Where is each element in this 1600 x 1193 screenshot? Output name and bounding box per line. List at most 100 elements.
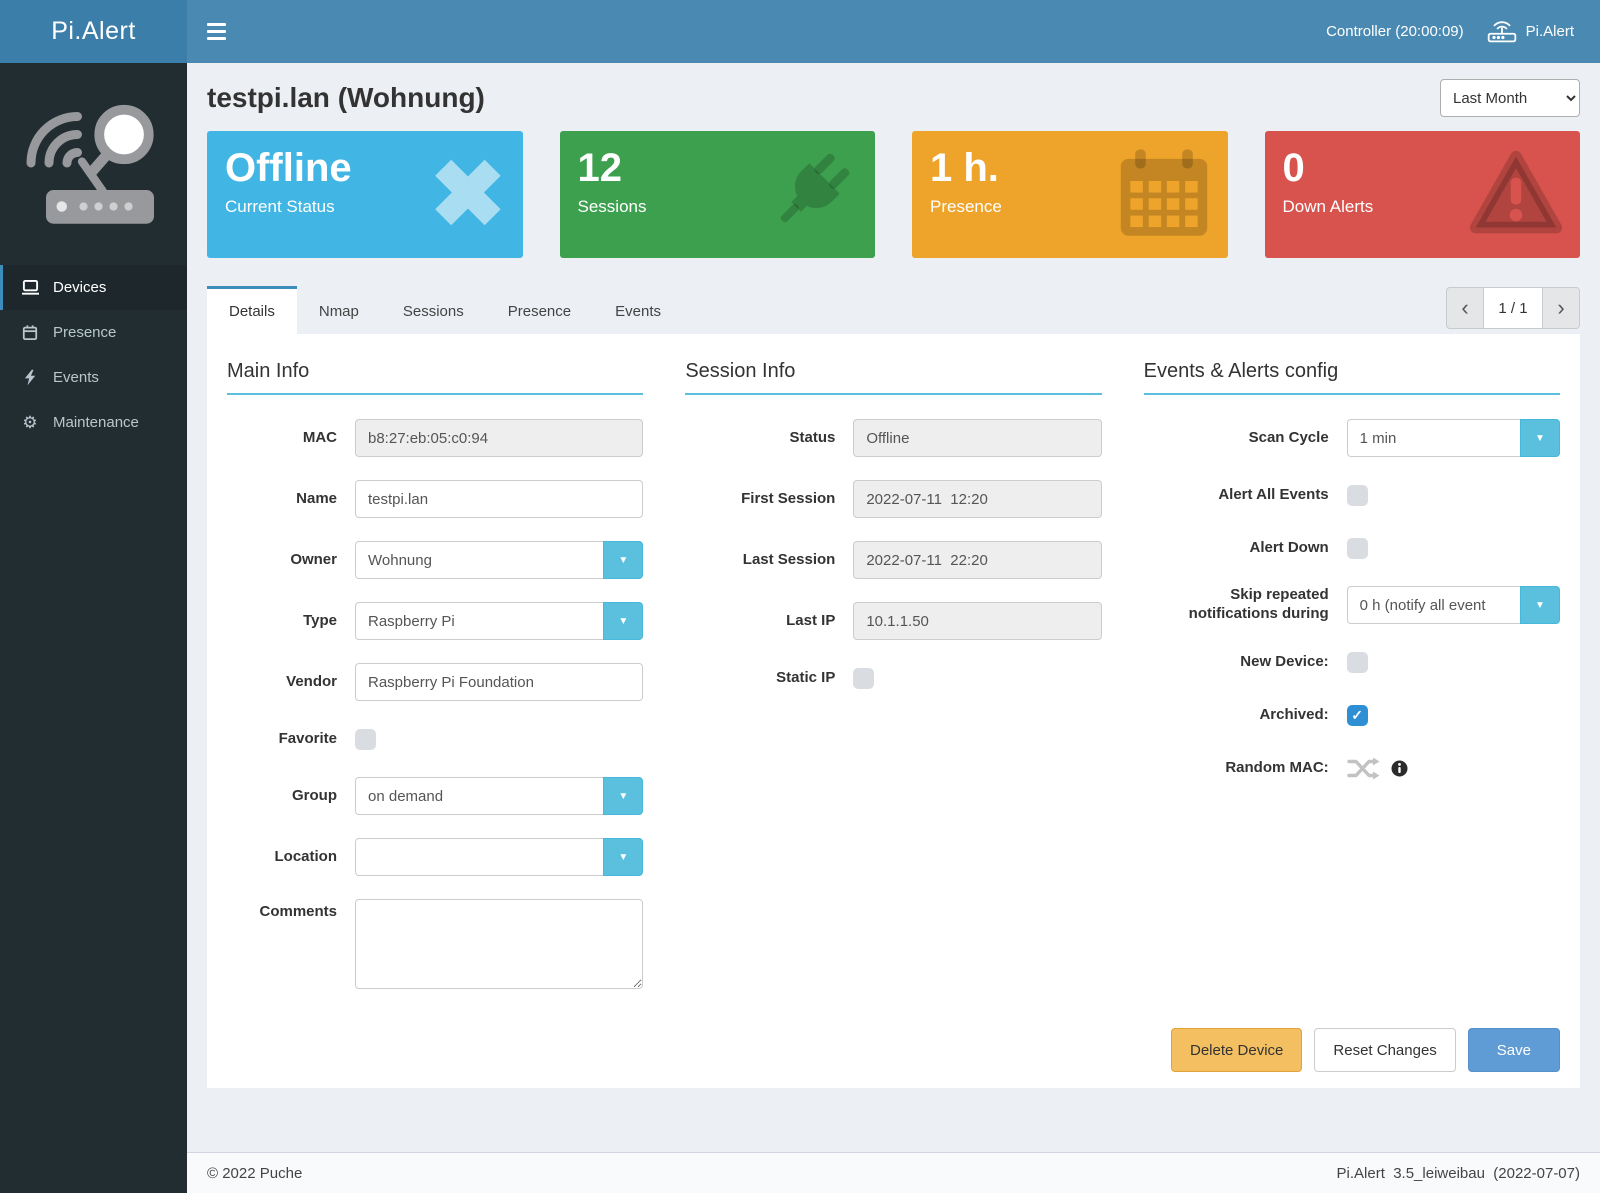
- card-value: 1 h.: [930, 146, 999, 190]
- chevron-right-icon: ›: [1557, 295, 1565, 320]
- status-field[interactable]: [853, 419, 1102, 457]
- alert-down-label: Alert Down: [1249, 538, 1329, 556]
- controller-link[interactable]: Controller (20:00:09): [1326, 23, 1464, 40]
- skip-repeated-field[interactable]: [1346, 586, 1520, 624]
- tab-presence[interactable]: Presence: [507, 303, 572, 320]
- sidebar-item-label: Maintenance: [53, 414, 139, 431]
- status-label: Status: [789, 428, 836, 446]
- save-button[interactable]: Save: [1467, 1028, 1560, 1072]
- period-select[interactable]: Last Month: [1440, 79, 1580, 117]
- alert-down-checkbox[interactable]: [1346, 537, 1368, 559]
- warning-icon: [1468, 148, 1564, 242]
- owner-dropdown-button[interactable]: ▼: [603, 541, 644, 579]
- type-label: Type: [303, 611, 337, 629]
- group-dropdown-button[interactable]: ▼: [603, 777, 644, 815]
- scan-cycle-dropdown-button[interactable]: ▼: [1520, 419, 1560, 457]
- sidebar-item-presence[interactable]: Presence: [0, 310, 187, 355]
- alert-all-events-label: Alert All Events: [1218, 485, 1329, 503]
- sidebar-item-label: Presence: [53, 324, 117, 341]
- sidebar: Devices Presence Events ⚙ M: [0, 63, 187, 1193]
- card-down-alerts[interactable]: 0 Down Alerts: [1264, 131, 1580, 258]
- details-panel: Main Info MAC Name Owner: [207, 334, 1580, 1088]
- last-ip-field[interactable]: [853, 602, 1102, 640]
- info-icon: [1391, 760, 1408, 776]
- pager-prev-button[interactable]: ‹: [1446, 287, 1484, 329]
- section-title-session-info: Session Info: [685, 360, 1102, 395]
- tab-sessions[interactable]: Sessions: [402, 303, 464, 320]
- devices-icon: [19, 279, 41, 296]
- tab-bar: Details Nmap Sessions Presence Events: [207, 286, 683, 334]
- plug-icon: [761, 144, 859, 246]
- last-session-field[interactable]: [853, 541, 1102, 579]
- caret-down-icon: ▼: [618, 615, 629, 627]
- tab-nmap[interactable]: Nmap: [318, 303, 359, 320]
- first-session-field[interactable]: [853, 480, 1102, 518]
- hamburger-icon[interactable]: [187, 23, 246, 40]
- name-field[interactable]: [355, 480, 644, 518]
- card-value: 0: [1282, 146, 1305, 190]
- type-field[interactable]: [355, 602, 604, 640]
- favorite-checkbox[interactable]: [355, 728, 376, 750]
- summary-cards: Offline Current Status ✖ 12 Sessions: [207, 131, 1580, 258]
- form-actions: Delete Device Reset Changes Save: [1171, 1028, 1560, 1072]
- new-device-checkbox[interactable]: [1346, 651, 1368, 673]
- sidebar-item-events[interactable]: Events: [0, 355, 187, 400]
- delete-device-button[interactable]: Delete Device: [1171, 1028, 1303, 1072]
- section-title-main-info: Main Info: [227, 360, 644, 395]
- app-name-link[interactable]: Pi.Alert: [1486, 20, 1574, 44]
- name-label: Name: [296, 489, 337, 507]
- calendar-icon: [1116, 147, 1212, 243]
- app-name-label: Pi.Alert: [1525, 23, 1574, 40]
- card-value: 12: [577, 146, 623, 190]
- group-field[interactable]: [355, 777, 604, 815]
- owner-label: Owner: [290, 550, 337, 568]
- skip-repeated-label: Skip repeated notifications during: [1188, 586, 1329, 622]
- reset-changes-button[interactable]: Reset Changes: [1314, 1028, 1456, 1072]
- caret-down-icon: ▼: [618, 851, 629, 863]
- static-ip-checkbox[interactable]: [853, 667, 875, 689]
- pialert-logo: [0, 63, 187, 265]
- maintenance-icon: ⚙: [22, 412, 38, 432]
- topbar: Pi.Alert Controller (20:00:09) Pi.Alert: [0, 0, 1600, 63]
- chevron-left-icon: ‹: [1461, 295, 1469, 320]
- card-label: Current Status: [225, 197, 335, 216]
- pager-count: 1 / 1: [1483, 287, 1543, 329]
- card-value: Offline: [225, 146, 352, 190]
- owner-field[interactable]: [355, 541, 604, 579]
- brand-logo[interactable]: Pi.Alert: [0, 0, 187, 63]
- sidebar-item-label: Events: [53, 369, 99, 386]
- x-icon: ✖: [429, 143, 507, 246]
- location-dropdown-button[interactable]: ▼: [603, 838, 644, 876]
- comments-textarea[interactable]: [355, 899, 644, 989]
- caret-down-icon: ▼: [1535, 432, 1545, 444]
- tab-events[interactable]: Events: [615, 303, 661, 320]
- scan-cycle-label: Scan Cycle: [1248, 428, 1329, 446]
- sidebar-item-maintenance[interactable]: ⚙ Maintenance: [0, 400, 187, 445]
- pager-next-button[interactable]: ›: [1542, 287, 1580, 329]
- vendor-field[interactable]: [355, 663, 644, 701]
- skip-repeated-dropdown-button[interactable]: ▼: [1520, 586, 1560, 624]
- card-current-status[interactable]: Offline Current Status ✖: [207, 131, 523, 258]
- sidebar-item-devices[interactable]: Devices: [0, 265, 187, 310]
- card-label: Sessions: [577, 197, 647, 216]
- location-field[interactable]: [355, 838, 604, 876]
- alert-all-events-checkbox[interactable]: [1346, 484, 1368, 506]
- location-label: Location: [274, 847, 338, 865]
- device-pager: ‹ 1 / 1 ›: [1446, 287, 1580, 329]
- events-icon: [19, 369, 41, 386]
- last-session-label: Last Session: [742, 550, 836, 568]
- card-presence[interactable]: 1 h. Presence: [912, 131, 1228, 258]
- scan-cycle-field[interactable]: [1346, 419, 1520, 457]
- archived-checkbox[interactable]: ✓: [1346, 704, 1368, 726]
- tab-details[interactable]: Details: [207, 286, 297, 334]
- group-label: Group: [292, 786, 337, 804]
- mac-label: MAC: [302, 428, 337, 446]
- type-dropdown-button[interactable]: ▼: [603, 602, 644, 640]
- first-session-label: First Session: [741, 489, 836, 507]
- footer-version: Pi.Alert 3.5_leiweibau (2022-07-07): [1336, 1164, 1580, 1182]
- footer-copyright: © 2022 Puche: [207, 1164, 303, 1182]
- static-ip-label: Static IP: [776, 668, 836, 686]
- mac-field[interactable]: [355, 419, 644, 457]
- card-sessions[interactable]: 12 Sessions: [559, 131, 875, 258]
- presence-icon: [19, 324, 41, 341]
